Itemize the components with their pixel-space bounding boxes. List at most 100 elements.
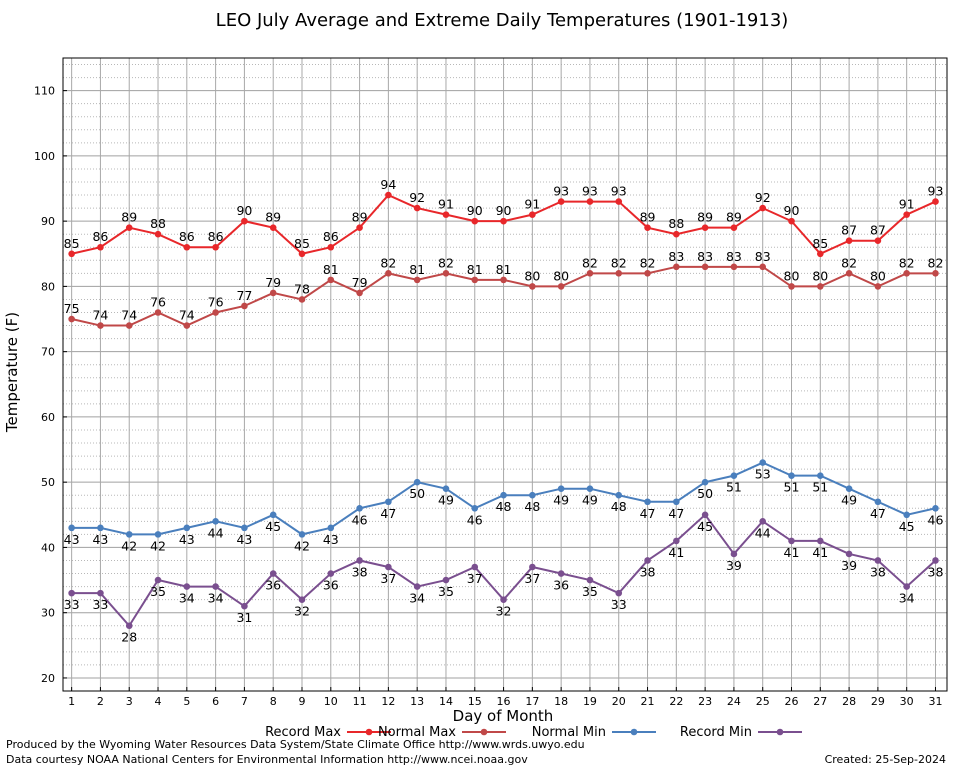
- data-point: [68, 250, 75, 258]
- data-point: [68, 524, 75, 532]
- data-label: 45: [899, 519, 915, 534]
- data-point: [817, 472, 824, 479]
- data-point: [327, 276, 335, 284]
- data-point: [730, 472, 738, 479]
- data-label: 43: [64, 532, 80, 547]
- data-point: [932, 270, 939, 277]
- data-label: 47: [380, 506, 396, 521]
- data-point: [759, 204, 767, 212]
- x-tick-label: 4: [155, 695, 162, 708]
- data-label: 87: [841, 223, 857, 238]
- x-tick-label: 15: [468, 695, 482, 708]
- data-point: [471, 563, 479, 571]
- data-label: 86: [179, 229, 195, 244]
- data-label: 51: [812, 480, 828, 495]
- data-point: [817, 537, 824, 545]
- legend-marker: [480, 728, 488, 736]
- legend-marker: [365, 728, 373, 736]
- data-point: [154, 576, 162, 584]
- data-label: 42: [121, 538, 137, 553]
- legend-item-normal-max: Normal Max: [378, 725, 506, 740]
- data-point: [903, 511, 910, 519]
- data-label: 37: [467, 571, 483, 586]
- data-label: 85: [64, 236, 80, 251]
- data-label: 93: [611, 184, 627, 199]
- data-point: [327, 243, 335, 251]
- data-point: [759, 518, 767, 525]
- y-tick-label: 50: [41, 476, 55, 489]
- data-point: [557, 570, 565, 577]
- data-label: 91: [899, 197, 915, 212]
- x-tick-label: 2: [97, 695, 104, 708]
- data-label: 49: [438, 493, 454, 508]
- data-point: [500, 596, 507, 603]
- data-point: [932, 198, 939, 205]
- data-point: [212, 309, 219, 316]
- legend-label: Record Max: [265, 725, 341, 740]
- data-point: [385, 191, 392, 199]
- data-label: 89: [352, 210, 368, 225]
- data-point: [298, 296, 306, 303]
- data-point: [500, 217, 507, 225]
- data-point: [845, 550, 853, 558]
- grid: [63, 58, 947, 692]
- data-point: [730, 224, 738, 231]
- data-label: 80: [812, 268, 828, 283]
- data-label: 32: [294, 604, 310, 619]
- data-label: 80: [553, 268, 569, 283]
- data-point: [903, 270, 910, 277]
- data-point: [269, 511, 277, 519]
- data-point: [874, 237, 882, 245]
- data-label: 41: [812, 545, 828, 560]
- x-tick-label: 1: [68, 695, 75, 708]
- data-point: [673, 498, 680, 506]
- data-point: [154, 309, 162, 316]
- data-point: [759, 263, 767, 271]
- data-point: [557, 485, 565, 493]
- data-label: 85: [812, 236, 828, 251]
- data-point: [557, 283, 565, 290]
- data-label: 38: [928, 564, 944, 579]
- data-point: [615, 270, 623, 277]
- data-point: [241, 302, 248, 310]
- data-label: 49: [582, 493, 598, 508]
- legend-item-record-max: Record Max: [265, 725, 391, 740]
- data-label: 46: [928, 512, 944, 527]
- data-point: [471, 504, 479, 512]
- data-point: [183, 243, 191, 251]
- footer-created-date: Created: 25-Sep-2024: [824, 753, 946, 766]
- data-label: 81: [409, 262, 425, 277]
- y-tick-label: 30: [41, 607, 55, 620]
- data-label: 48: [496, 499, 512, 514]
- data-label: 31: [236, 610, 252, 625]
- data-label: 82: [841, 255, 857, 270]
- data-label: 91: [438, 197, 454, 212]
- data-label: 83: [697, 249, 713, 264]
- legend-marker: [776, 728, 784, 736]
- x-tick-label: 9: [298, 695, 305, 708]
- data-point: [673, 263, 680, 271]
- x-tick-label: 24: [727, 695, 741, 708]
- data-label: 92: [409, 190, 425, 205]
- y-axis-label: Temperature (F): [3, 312, 21, 433]
- series-normal-max: 75 74 74 76 74 76 77 79 78 81 79 82 81 82 81 81 80 80 82 82…: [64, 249, 943, 329]
- data-point: [154, 531, 162, 538]
- data-point: [269, 289, 277, 297]
- data-label: 78: [294, 281, 310, 296]
- data-label: 76: [150, 295, 166, 310]
- x-tick-label: 21: [641, 695, 655, 708]
- data-point: [154, 230, 162, 238]
- data-point: [644, 557, 651, 564]
- data-label: 89: [726, 210, 742, 225]
- chart-title: LEO July Average and Extreme Daily Tempe…: [216, 10, 789, 31]
- x-tick-label: 28: [842, 695, 856, 708]
- data-label: 89: [640, 210, 656, 225]
- data-label: 82: [640, 255, 656, 270]
- data-point: [385, 563, 392, 571]
- data-label: 47: [640, 506, 656, 521]
- data-label: 88: [150, 216, 166, 231]
- data-label: 82: [438, 255, 454, 270]
- data-label: 93: [928, 184, 944, 199]
- data-label: 90: [784, 203, 800, 218]
